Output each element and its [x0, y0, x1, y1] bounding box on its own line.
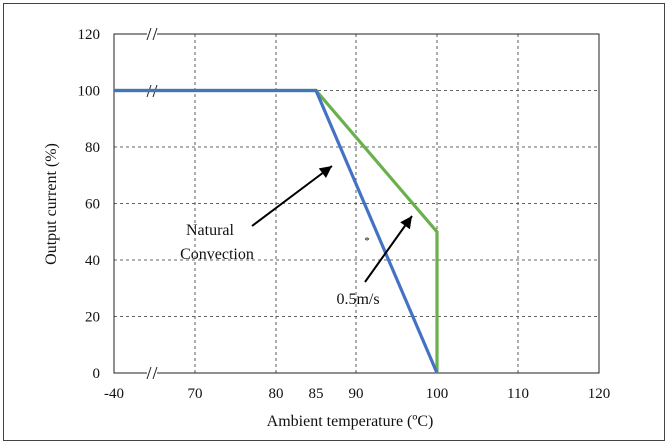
y-tick-label: 20	[85, 310, 100, 326]
y-tick-label: 100	[78, 84, 101, 100]
series-natural-convection	[114, 88, 439, 374]
x-tick-label: 90	[349, 386, 364, 402]
break-slash	[152, 27, 158, 41]
y-tick-label: 40	[85, 253, 100, 269]
y-axis-title: Output current (%)	[43, 143, 60, 265]
x-tick-label: 110	[507, 386, 529, 402]
x-tick-label: -40	[104, 386, 124, 402]
x-axis-title: Ambient temperature (ºC)	[267, 413, 434, 430]
break-slash	[146, 27, 152, 41]
annotation-arrows	[251, 165, 413, 283]
x-tick-label: 100	[426, 386, 449, 402]
y-tick-label: 120	[78, 27, 101, 43]
y-tick-label: 0	[93, 366, 101, 382]
grid-lines	[114, 34, 599, 373]
x-tick-labels: -40 70 80 85 90 100 110 120	[104, 386, 610, 402]
break-slash	[152, 366, 158, 380]
y-tick-labels: 0 20 40 60 80 100 120	[78, 27, 101, 382]
plot-area	[113, 33, 600, 374]
x-tick-label: 120	[588, 386, 611, 402]
break-mask	[147, 366, 157, 380]
series-layer	[114, 88, 439, 374]
natural-convection-arrow	[251, 165, 333, 227]
break-slash	[146, 366, 152, 380]
break-mask	[147, 27, 157, 41]
natural-convection-label-line1: Natural	[186, 222, 235, 239]
y-tick-label: 80	[85, 140, 100, 156]
x-tick-label: 85	[309, 386, 324, 402]
series-airflow-0-5ms	[114, 88, 439, 373]
x-tick-label: 70	[188, 386, 203, 402]
natural-convection-arrow-head	[318, 166, 332, 178]
x-tick-label: 80	[269, 386, 284, 402]
airflow-arrow-head	[400, 216, 412, 230]
small-marker: *	[364, 235, 370, 247]
y-tick-label: 60	[85, 197, 100, 213]
natural-convection-label-line2: Convection	[180, 246, 254, 263]
chart-frame	[3, 3, 665, 441]
airflow-label: 0.5m/s	[336, 291, 379, 308]
airflow-arrow	[364, 215, 413, 283]
